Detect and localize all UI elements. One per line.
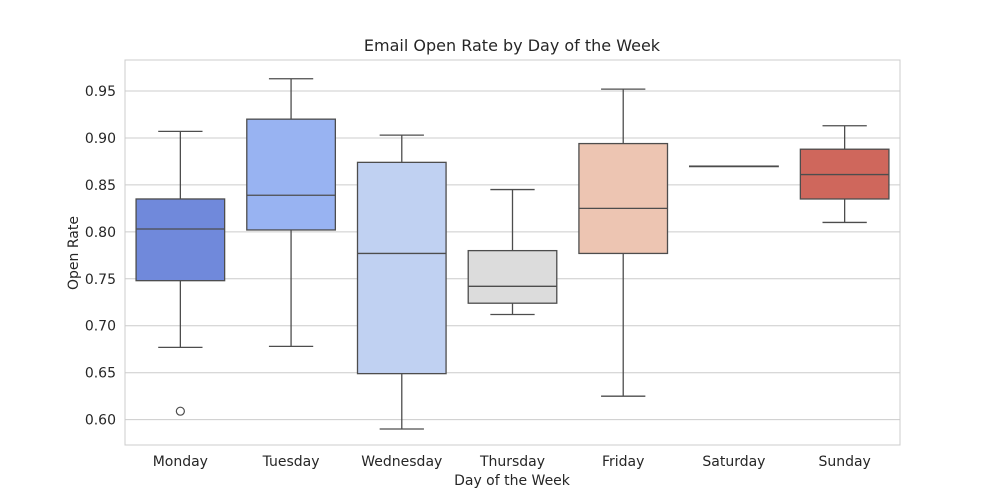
box-iqr [356, 161, 447, 375]
chart-title: Email Open Rate by Day of the Week [364, 36, 661, 55]
box-wednesday [356, 134, 447, 430]
y-tick-label: 0.85 [85, 178, 116, 194]
x-tick-label: Thursday [479, 454, 545, 470]
y-tick-label: 0.95 [85, 84, 116, 100]
box-sunday [799, 125, 890, 224]
x-tick-label: Monday [153, 454, 208, 470]
box-iqr [135, 198, 226, 282]
y-tick-label: 0.80 [85, 225, 116, 241]
box-iqr [246, 118, 337, 231]
y-axis-title: Open Rate [66, 216, 82, 290]
outlier-point [175, 406, 185, 416]
y-tick-label: 0.65 [85, 366, 116, 382]
box-iqr [467, 249, 558, 304]
x-tick-labels: Monday Tuesday Wednesday Thursday Friday Satu… [153, 454, 871, 470]
plot-area-frame [124, 59, 901, 446]
box-monday [135, 130, 226, 416]
box-saturday [688, 165, 779, 168]
y-tick-label: 0.60 [85, 413, 116, 429]
x-tick-label: Friday [602, 454, 644, 470]
box-iqr [578, 142, 669, 255]
y-tick-label: 0.75 [85, 272, 116, 288]
x-axis-title: Day of the Week [454, 473, 571, 489]
x-tick-label: Wednesday [361, 454, 442, 470]
x-tick-label: Sunday [818, 454, 870, 470]
x-tick-label: Saturday [702, 454, 765, 470]
box-thursday [467, 188, 558, 316]
x-tick-label: Tuesday [262, 454, 320, 470]
y-tick-label: 0.70 [85, 319, 116, 335]
box-tuesday [246, 78, 337, 348]
box-friday [578, 88, 669, 397]
y-tick-label: 0.90 [85, 131, 116, 147]
boxes-layer [135, 78, 890, 430]
y-tick-labels: 0.60 0.65 0.70 0.75 0.80 0.85 0.90 0.95 [85, 84, 116, 429]
